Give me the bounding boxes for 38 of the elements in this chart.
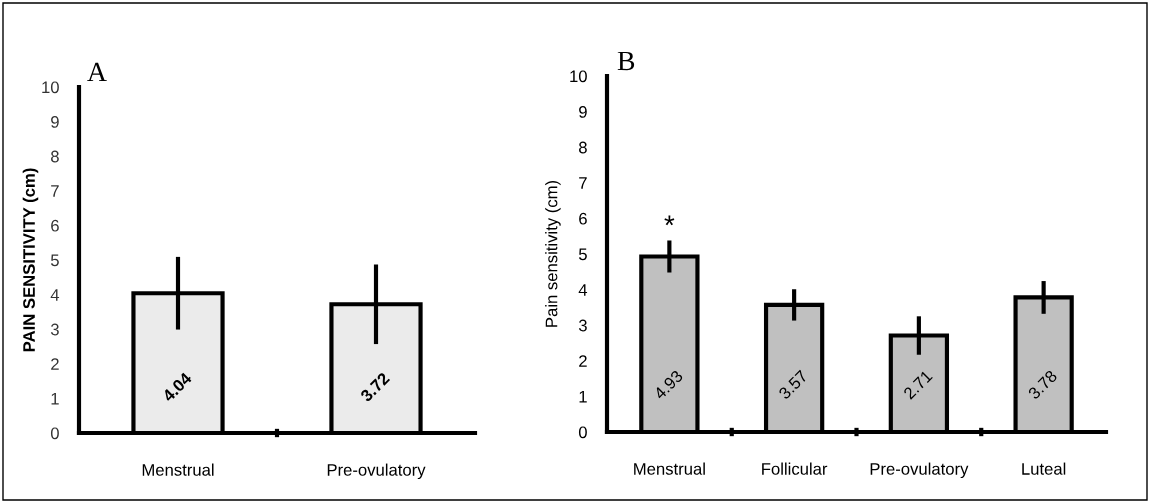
data-label: 4.93 (653, 369, 684, 401)
data-label: 2.71 (902, 369, 933, 400)
annotation: * (664, 215, 675, 226)
y-tick-label: 8 (51, 150, 59, 163)
y-axis-title: PAIN SENSITIVITY (cm) (22, 168, 39, 352)
y-tick-label: 8 (579, 141, 587, 154)
x-tick-label: Menstrual (142, 463, 214, 476)
y-tick-label: 9 (51, 116, 59, 128)
data-label: 3.78 (1027, 369, 1058, 400)
x-tick-label: Pre-ovulatory (870, 462, 969, 479)
y-tick-label: 9 (579, 106, 587, 118)
y-tick-label: 5 (578, 248, 587, 261)
x-tick-label: Luteal (1022, 462, 1066, 475)
y-tick-label: 1 (51, 392, 59, 405)
y-tick-label: 1 (579, 390, 587, 403)
y-tick-label: 6 (51, 219, 59, 232)
data-label: 3.72 (359, 371, 391, 403)
y-tick-label: 2 (51, 358, 59, 370)
x-tick-label: Menstrual (634, 462, 705, 475)
y-tick-label: 4 (50, 289, 60, 301)
y-axis-title: Pain sensitivity (cm) (545, 180, 561, 327)
y-tick-label: 10 (42, 81, 59, 94)
data-label: 4.04 (161, 371, 193, 403)
y-tick-label: 7 (51, 185, 59, 197)
y-tick-label: 6 (579, 212, 587, 225)
chart-title: B (617, 51, 635, 71)
y-tick-label: 2 (579, 355, 587, 367)
x-tick-label: Follicular (762, 462, 828, 475)
y-tick-label: 4 (578, 284, 588, 296)
y-tick-label: 5 (50, 254, 59, 267)
chart-title: A (87, 62, 107, 82)
y-tick-label: 7 (579, 177, 587, 189)
y-tick-label: 3 (578, 319, 587, 332)
y-tick-label: 10 (570, 70, 587, 83)
y-tick-label: 3 (50, 323, 59, 336)
y-tick-label: 0 (50, 427, 59, 440)
y-tick-label: 0 (578, 426, 587, 439)
x-tick-label: Pre-ovulatory (327, 463, 426, 480)
